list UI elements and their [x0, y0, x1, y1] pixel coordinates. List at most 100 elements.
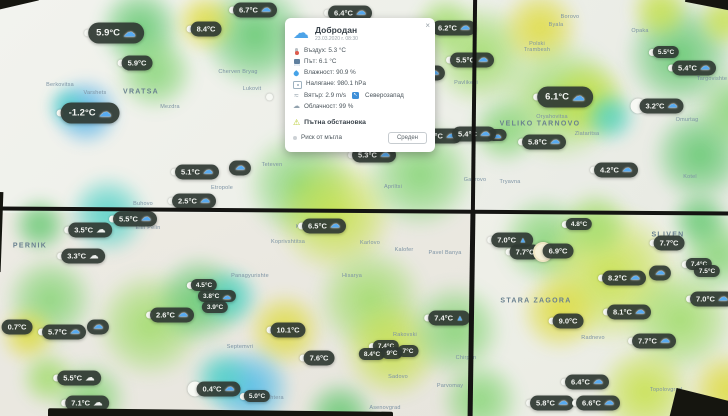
- rain-cloud-icon: ☁: [699, 61, 710, 73]
- map-label: Opaka: [631, 28, 649, 34]
- station-marker[interactable]: 6.9°C: [542, 243, 574, 259]
- station-marker[interactable]: 5.5°C☁: [446, 52, 494, 68]
- station-marker[interactable]: 8.1°C ☁: [603, 304, 651, 320]
- map-label: Buhovo: [133, 201, 153, 207]
- rain-cloud-icon: ☁: [654, 266, 666, 278]
- station-marker[interactable]: 7.4°C ▲: [424, 310, 470, 326]
- station-marker[interactable]: 0.4°C ☁: [187, 381, 241, 397]
- rain-cloud-icon: ☁: [603, 396, 614, 408]
- map-label: Lukovit: [242, 86, 262, 92]
- temperature-value: 4.2°C: [600, 165, 619, 175]
- station-marker[interactable]: -1.2°C ☁: [56, 102, 120, 124]
- fog-risk-label: Риск от мъгла: [301, 134, 342, 142]
- station-marker[interactable]: 9.0°C: [548, 313, 584, 329]
- temperature-pill: 5.5°C: [652, 46, 680, 58]
- station-marker[interactable]: ☁: [228, 160, 252, 176]
- temperature-value: 9.0°C: [558, 316, 578, 326]
- temperature-pill: 7.7°C ☁: [632, 333, 676, 349]
- station-marker[interactable]: 8.2°C ☁: [598, 270, 646, 286]
- temperature-value: 0.7°C: [7, 322, 27, 332]
- station-marker[interactable]: 6.4°C ☁: [561, 374, 609, 390]
- station-marker[interactable]: 8.4°C: [186, 21, 222, 37]
- rain-cloud-icon: ☁: [177, 308, 188, 320]
- popup-rows: Въздух: 5.3 °C Път: 6.1 °C Влажност: 90.9 …: [293, 47, 427, 111]
- station-marker[interactable]: 6.5°C ☁: [298, 218, 346, 234]
- station-marker[interactable]: 6.4°C ☁: [324, 5, 372, 21]
- wind-direction-icon: ↖: [352, 92, 360, 100]
- station-marker[interactable]: 5.9°C: [117, 55, 153, 71]
- map-label: Hisarya: [341, 273, 363, 279]
- station-dot: [561, 378, 569, 386]
- temperature-value: 6.4°C: [571, 377, 590, 387]
- station-marker[interactable]: 3.5°C ☁: [64, 222, 112, 238]
- station-marker[interactable]: ☁: [648, 265, 672, 281]
- temperature-value: 5.5°C: [63, 373, 83, 383]
- station-marker[interactable]: 7.6°C: [299, 350, 335, 366]
- station-marker[interactable]: 7°C: [397, 345, 419, 357]
- station-marker[interactable]: 10.1°C: [266, 322, 306, 338]
- temperature-value: 3.2°C: [645, 101, 665, 111]
- station-marker[interactable]: 0.7°C: [1, 319, 33, 335]
- station-marker[interactable]: 3.2°C ☁: [630, 98, 684, 114]
- station-marker[interactable]: 5.7°C ☁: [38, 324, 86, 340]
- temperature-value: 5.5°C: [119, 214, 138, 224]
- station-marker[interactable]: 6.6°C ☁: [572, 395, 620, 411]
- fog-risk-value-button[interactable]: Среден: [387, 131, 427, 144]
- station-marker[interactable]: 5.8°C ☁: [526, 395, 574, 411]
- popup-row-text: Облачност: 99 %: [304, 102, 354, 110]
- temperature-pill: 5.7°C ☁: [42, 324, 86, 340]
- temperature-pill: 2.6°C ☁: [150, 307, 194, 323]
- rain-cloud-icon: ☁: [98, 104, 112, 120]
- rain-cloud-icon: ☁: [199, 194, 210, 206]
- station-marker[interactable]: 5.4°C ☁: [668, 60, 716, 76]
- station-marker[interactable]: 7.5°C: [693, 265, 721, 277]
- rain-cloud-icon: ☁: [222, 290, 232, 301]
- rain-cloud-icon: ☁: [659, 334, 670, 346]
- station-marker[interactable]: 6.1°C ☁: [533, 86, 593, 108]
- temperature-pill: 6.4°C ☁: [328, 5, 372, 21]
- station-marker[interactable]: 4.8°C: [561, 218, 593, 230]
- station-marker[interactable]: 6.2°C ☁: [428, 20, 476, 36]
- station-marker[interactable]: 5.9°C ☁: [84, 22, 144, 44]
- temperature-value: 9°C: [386, 349, 398, 357]
- station-marker[interactable]: 2.6°C ☁: [146, 307, 194, 323]
- station-marker[interactable]: 5.0°C: [239, 390, 271, 402]
- mountain-icon: ▲: [456, 313, 464, 323]
- station-marker[interactable]: 7.7°C: [649, 235, 685, 251]
- station-marker[interactable]: 2.5°C ☁: [168, 193, 216, 209]
- station-dot: [487, 236, 495, 244]
- map-label: VRATSA: [122, 88, 160, 96]
- station-marker[interactable]: 5.5°C☁: [109, 211, 157, 227]
- temperature-pill: 7.7°C: [653, 235, 685, 251]
- rain-cloud-icon: ☁: [140, 212, 151, 224]
- station-marker[interactable]: 5.5°C☁: [53, 370, 101, 386]
- station-marker[interactable]: 5.1°C ☁: [171, 164, 219, 180]
- station-marker[interactable]: ☁: [86, 319, 110, 335]
- road-conditions-title: Пътна обстановка: [304, 118, 366, 126]
- popup-row: ≈ Вятър: 2.9 m/s ↖ Северозапад: [293, 91, 427, 100]
- station-marker[interactable]: [266, 93, 273, 101]
- map-label: Parvomay: [436, 383, 464, 389]
- map-label: Koprivshtitsa: [270, 239, 306, 245]
- temperature-pill: 6.9°C: [542, 243, 574, 259]
- mountain-icon: ▲: [519, 235, 527, 245]
- station-marker[interactable]: 5.5°C: [648, 46, 680, 58]
- rain-cloud-icon: ☁: [93, 397, 103, 409]
- temperature-value: 5.8°C: [536, 398, 555, 408]
- popup-row-text: Налягане: 980.1 hPa: [306, 80, 366, 88]
- station-marker[interactable]: 3.9°C: [201, 301, 229, 313]
- station-detail-popup: × ☁ Добродан 23.03.2020 г. 08:30 Въздух:…: [285, 18, 435, 152]
- station-marker[interactable]: 4.2°C ☁: [590, 162, 638, 178]
- temperature-pill: 5.0°C: [243, 390, 271, 402]
- temperature-pill: 6.2°C ☁: [432, 20, 476, 36]
- station-marker[interactable]: 3.3°C ☁: [57, 248, 105, 264]
- station-marker[interactable]: 7.7°C ☁: [628, 333, 676, 349]
- temperature-pill: 5.5°C☁: [113, 211, 157, 227]
- map-label: Rakovski: [393, 332, 417, 338]
- temperature-pill: 0.7°C: [1, 319, 33, 335]
- close-icon[interactable]: ×: [425, 21, 430, 30]
- station-marker[interactable]: 7.0°C ☁: [686, 291, 728, 307]
- temperature-value: 7.1°C: [71, 398, 91, 408]
- station-marker[interactable]: 6.7°C ☁: [229, 2, 277, 18]
- station-marker[interactable]: 5.8°C ☁: [518, 134, 566, 150]
